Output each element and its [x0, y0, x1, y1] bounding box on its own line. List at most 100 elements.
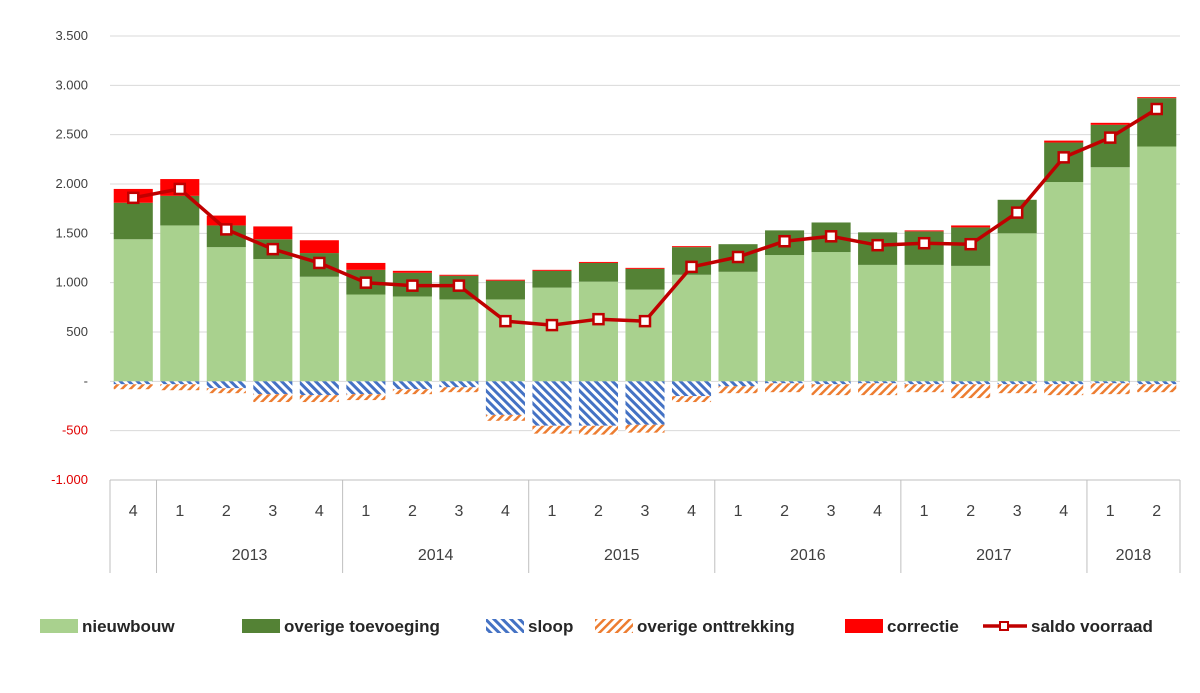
- legend-label: nieuwbouw: [82, 617, 175, 636]
- bar-nieuwbouw: [718, 271, 758, 382]
- bar-sloop: [671, 381, 712, 397]
- bar-sloop: [206, 381, 246, 389]
- bar-correctie: [439, 274, 479, 276]
- y-tick-label: -500: [62, 423, 88, 438]
- bar-overige-onttrekking: [253, 394, 293, 403]
- x-tick-label: 1: [548, 503, 557, 520]
- legend-item: sloop: [486, 617, 573, 636]
- y-tick-label: 1.500: [55, 225, 88, 240]
- y-tick-label: 1.000: [55, 275, 88, 290]
- legend-marker-swatch: [999, 621, 1009, 631]
- x-tick-label: 1: [1106, 503, 1115, 520]
- bar-nieuwbouw: [1044, 182, 1084, 382]
- bar-sloop: [1090, 381, 1130, 384]
- bar-overige-toevoeging: [113, 202, 153, 240]
- bar-nieuwbouw: [858, 264, 898, 382]
- saldo-voorraad-point: [1103, 131, 1117, 144]
- saldo-voorraad-point: [452, 279, 466, 292]
- x-tick-label: 2: [408, 503, 417, 520]
- x-tick-label: 3: [1013, 503, 1022, 520]
- bar-overige-onttrekking: [392, 389, 432, 395]
- x-group-label: 2017: [976, 547, 1012, 564]
- legend-label: sloop: [528, 617, 573, 636]
- legend-item: correctie: [845, 617, 959, 636]
- bar-sloop: [951, 381, 991, 385]
- bar-nieuwbouw: [532, 287, 572, 382]
- x-tick-label: 4: [501, 503, 510, 520]
- bar-overige-onttrekking: [858, 383, 898, 396]
- bar-nieuwbouw: [578, 281, 619, 382]
- bar-overige-onttrekking: [718, 386, 758, 394]
- legend-label: overige onttrekking: [637, 617, 795, 636]
- saldo-voorraad-point: [824, 230, 838, 243]
- x-group-label: 2015: [604, 547, 640, 564]
- x-tick-label: 3: [641, 503, 650, 520]
- bar-sloop: [625, 381, 665, 425]
- x-tick-label: 4: [1059, 503, 1068, 520]
- x-group-label: 2014: [418, 547, 454, 564]
- saldo-voorraad-point: [1010, 206, 1024, 219]
- bar-nieuwbouw: [299, 276, 339, 382]
- saldo-voorraad-point: [359, 276, 373, 289]
- saldo-voorraad-point: [220, 223, 233, 236]
- bar-nieuwbouw: [206, 247, 246, 382]
- saldo-voorraad-point: [1150, 102, 1163, 116]
- bar-sloop: [578, 381, 619, 426]
- bar-overige-onttrekking: [485, 414, 525, 421]
- y-axis: 3.500 3.000 2.500 2.000 1.500 1.000 500 - -500 -1…: [51, 28, 88, 487]
- bar-overige-onttrekking: [160, 384, 200, 391]
- x-group-label: 2016: [790, 547, 826, 564]
- bar-overige-toevoeging: [625, 268, 665, 290]
- bar-nieuwbouw: [439, 299, 479, 382]
- bar-sloop: [485, 381, 525, 415]
- bar-sloop: [253, 381, 293, 395]
- y-tick-label: 2.500: [55, 127, 88, 142]
- legend-swatch: [595, 619, 633, 633]
- saldo-voorraad-point: [1057, 151, 1070, 164]
- saldo-voorraad-point: [173, 182, 187, 196]
- bar-overige-onttrekking: [532, 425, 572, 434]
- saldo-voorraad-point: [731, 250, 745, 264]
- bar-nieuwbouw: [765, 255, 805, 382]
- bar-nieuwbouw: [160, 225, 200, 382]
- saldo-voorraad-point: [964, 237, 977, 251]
- bar-overige-toevoeging: [485, 280, 525, 300]
- legend-label: saldo voorraad: [1031, 617, 1153, 636]
- bar-sloop: [1044, 381, 1084, 385]
- saldo-voorraad-point: [266, 242, 280, 256]
- x-tick-label: 4: [129, 503, 138, 520]
- legend: nieuwbouw overige toevoeging sloop overige …: [40, 617, 1153, 636]
- x-tick-label: 1: [361, 503, 370, 520]
- bar-sloop: [392, 381, 432, 390]
- x-tick-label: 2: [780, 503, 789, 520]
- bar-correctie: [1137, 97, 1177, 99]
- saldo-line: [127, 102, 1163, 332]
- bar-sloop: [113, 381, 153, 385]
- bar-nieuwbouw: [951, 265, 991, 382]
- bar-sloop: [160, 381, 200, 385]
- saldo-voorraad-point: [592, 312, 605, 326]
- bar-correctie: [951, 225, 991, 228]
- bar-overige-onttrekking: [578, 425, 619, 435]
- bar-nieuwbouw: [811, 252, 851, 382]
- bar-overige-onttrekking: [811, 384, 851, 396]
- bar-overige-toevoeging: [578, 262, 619, 282]
- bar-sloop: [439, 381, 479, 388]
- bar-overige-onttrekking: [113, 384, 153, 390]
- bar-overige-toevoeging: [532, 270, 572, 288]
- legend-item: saldo voorraad: [983, 617, 1153, 636]
- bar-correctie: [392, 270, 432, 273]
- bar-sloop: [1137, 381, 1177, 385]
- bar-correctie: [532, 269, 572, 271]
- bar-nieuwbouw: [671, 274, 712, 382]
- bar-sloop: [904, 381, 944, 385]
- y-tick-label: -: [84, 373, 88, 388]
- x-tick-label: 1: [734, 503, 743, 520]
- legend-item: overige toevoeging: [242, 617, 440, 636]
- saldo-voorraad-point: [545, 318, 559, 332]
- bar-overige-onttrekking: [439, 387, 479, 393]
- x-tick-label: 3: [827, 503, 836, 520]
- bar-overige-onttrekking: [997, 384, 1037, 394]
- bar-overige-onttrekking: [671, 396, 712, 403]
- bar-overige-onttrekking: [1044, 384, 1084, 396]
